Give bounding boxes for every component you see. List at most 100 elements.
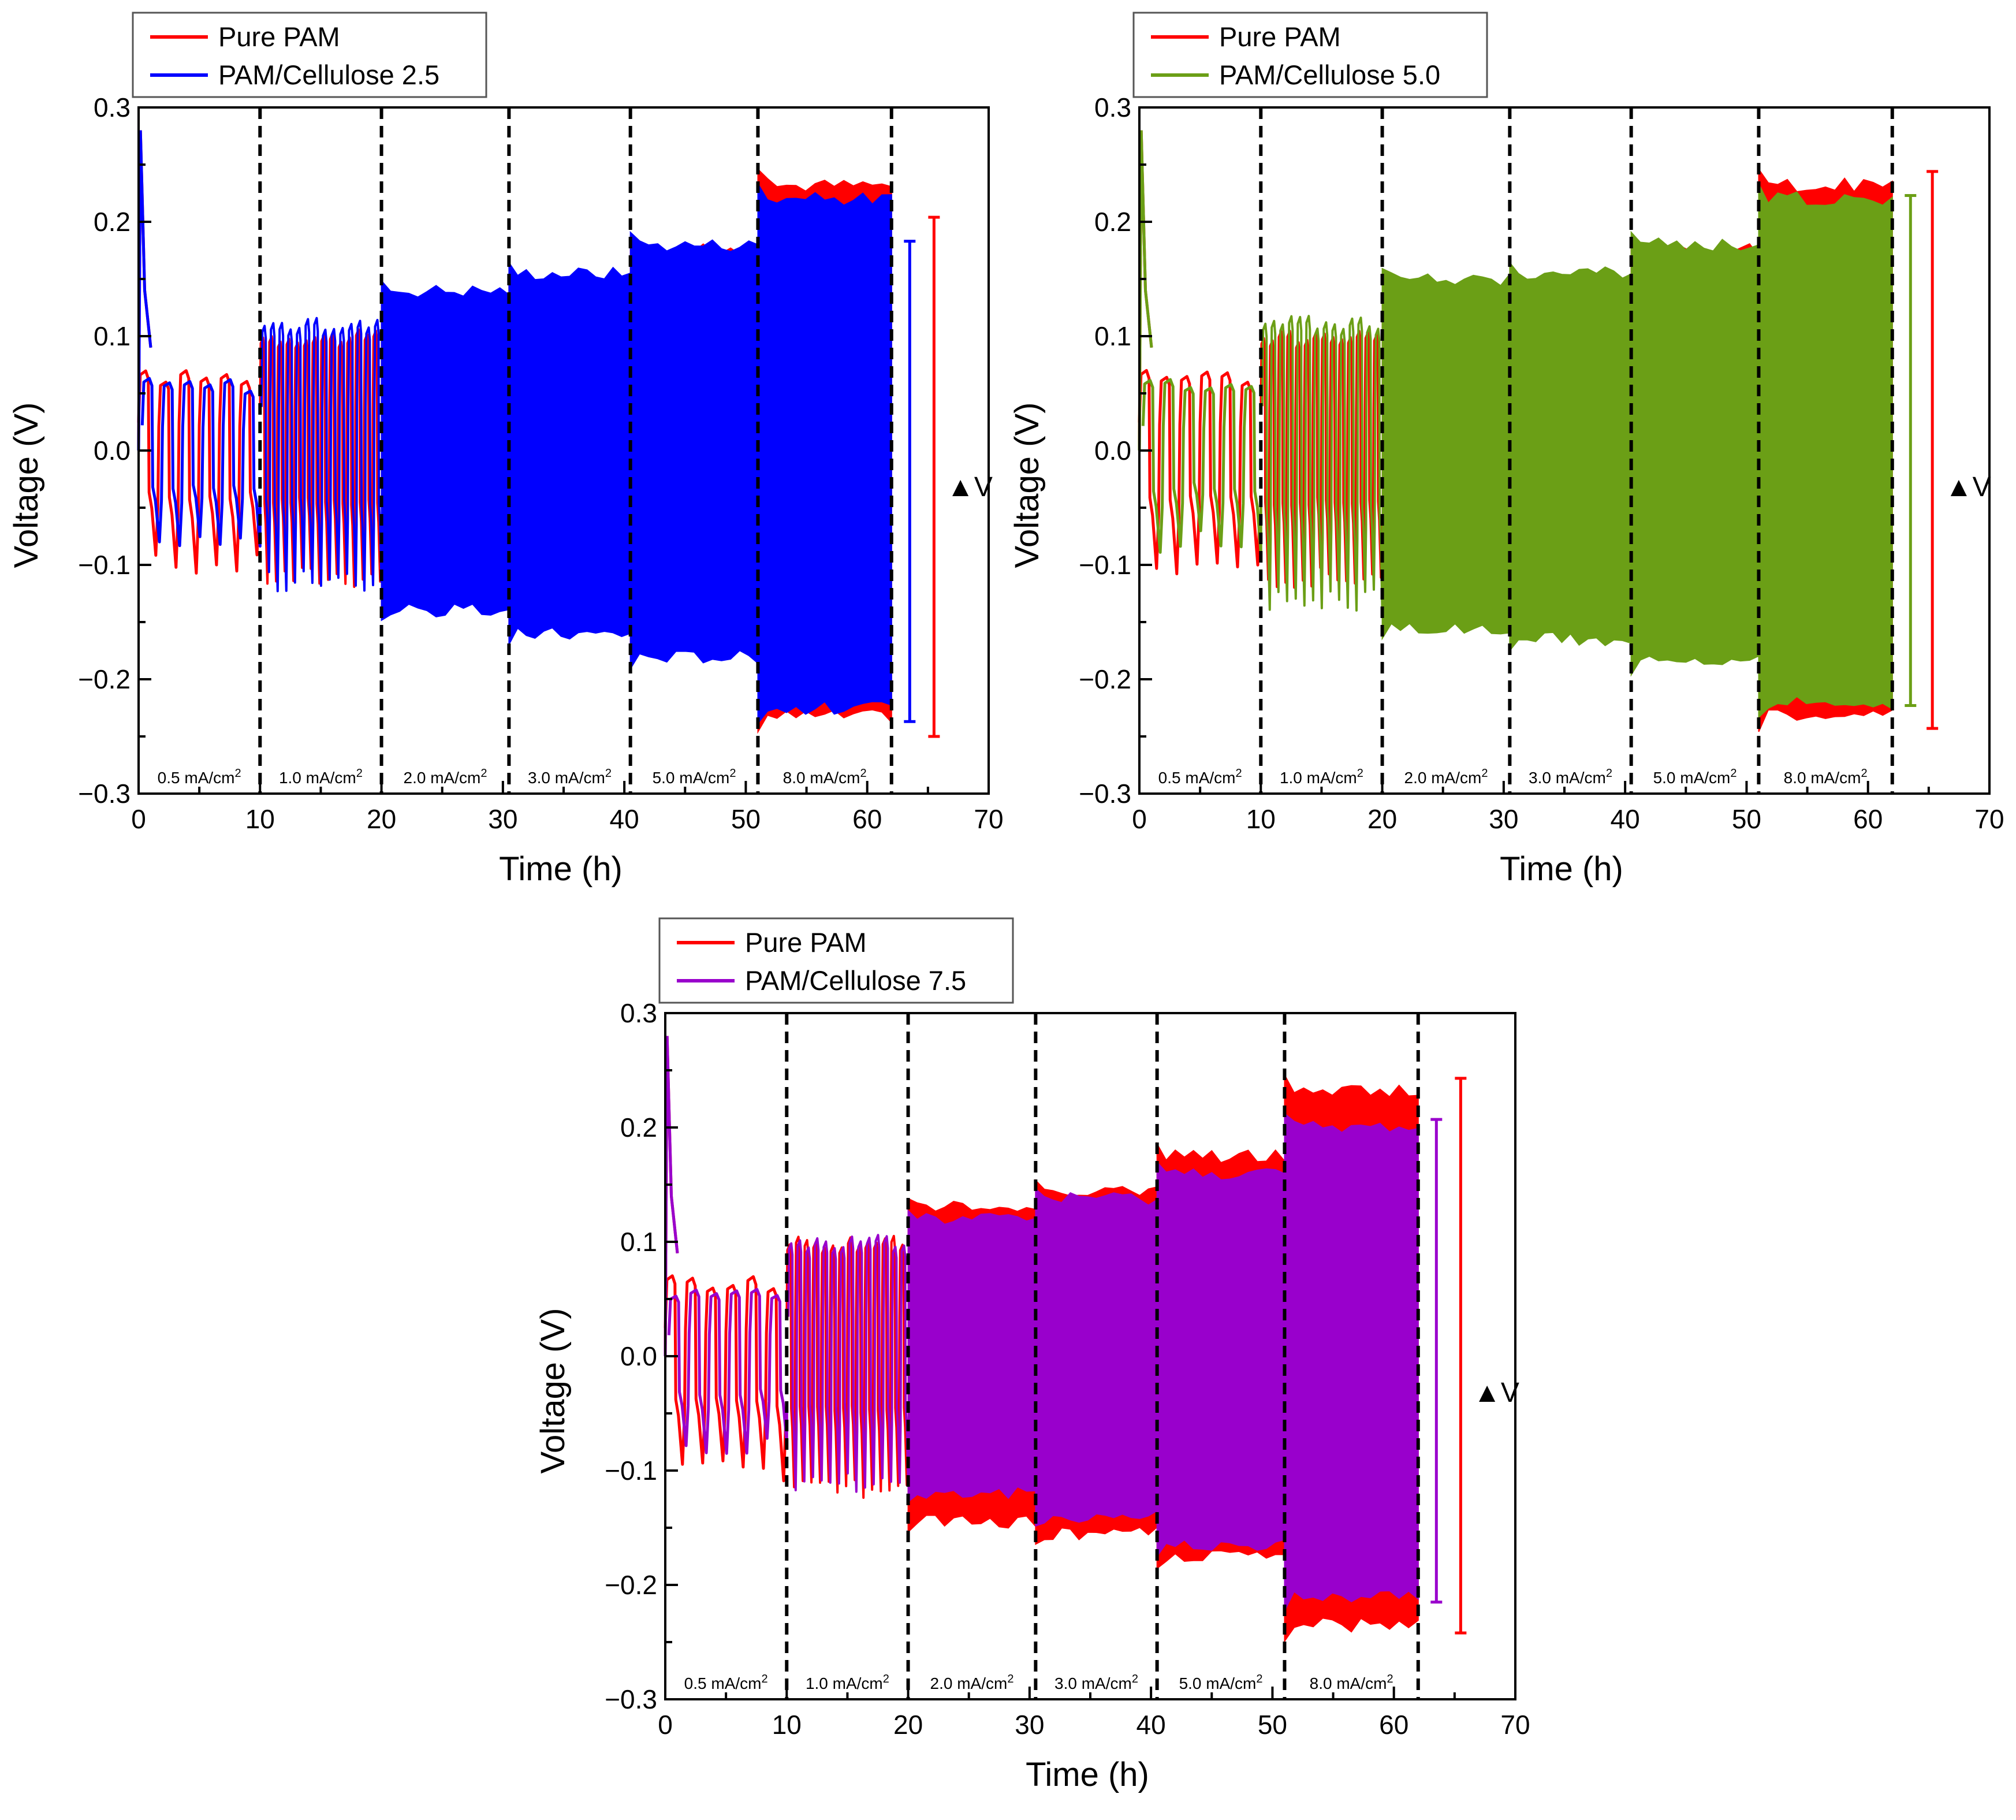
x-tick-label: 40 xyxy=(1611,804,1640,834)
current-density-label: 2.0 mA/cm2 xyxy=(1404,767,1488,787)
series-trace xyxy=(1138,369,1261,575)
x-tick-label: 10 xyxy=(245,804,275,834)
series-trace xyxy=(667,1287,788,1455)
current-density-label: 0.5 mA/cm2 xyxy=(1158,767,1242,787)
current-density-label: 3.0 mA/cm2 xyxy=(1054,1673,1138,1692)
legend-label: Pure PAM xyxy=(745,927,867,958)
current-density-label: 5.0 mA/cm2 xyxy=(1653,767,1737,787)
x-tick-label: 50 xyxy=(731,804,761,834)
legend: Pure PAM PAM/Cellulose 5.0 xyxy=(1132,12,1488,98)
series-trace xyxy=(785,1234,909,1499)
current-density-label: 8.0 mA/cm2 xyxy=(1310,1673,1393,1692)
x-tick-label: 60 xyxy=(1853,804,1883,834)
y-tick-label: −0.2 xyxy=(1079,664,1131,694)
x-tick-label: 50 xyxy=(1732,804,1761,834)
series-band xyxy=(381,279,510,621)
y-tick-label: 0.0 xyxy=(94,436,131,466)
series-band xyxy=(1758,183,1893,719)
y-tick-label: 0.1 xyxy=(620,1227,657,1257)
x-tick-label: 0 xyxy=(658,1710,673,1740)
y-tick-label: 0.2 xyxy=(94,207,131,237)
current-density-label: 3.0 mA/cm2 xyxy=(528,767,612,787)
series-trace xyxy=(140,377,262,548)
y-tick-label: 0.3 xyxy=(620,998,657,1028)
current-density-label: 0.5 mA/cm2 xyxy=(158,767,241,787)
series-pam-cellulose-5-0 xyxy=(1138,130,1893,719)
series-band xyxy=(629,230,759,671)
current-density-label: 2.0 mA/cm2 xyxy=(930,1673,1014,1692)
legend-label: PAM/Cellulose 5.0 xyxy=(1219,59,1440,90)
y-tick-label: −0.3 xyxy=(1079,779,1131,809)
x-tick-label: 20 xyxy=(893,1710,923,1740)
chart-panel: 0.5 mA/cm2 1.0 mA/cm2 2.0 mA/cm2 3.0 mA/cm2… xyxy=(534,917,1530,1793)
chart-panel: 0.5 mA/cm2 1.0 mA/cm2 2.0 mA/cm2 3.0 mA/cm2… xyxy=(1008,12,2004,888)
series-band xyxy=(1284,1112,1419,1611)
legend: Pure PAM PAM/Cellulose 2.5 xyxy=(132,12,487,98)
y-tick-label: 0.3 xyxy=(1094,92,1131,122)
x-tick-label: 0 xyxy=(1132,804,1147,834)
y-tick-label: 0.2 xyxy=(1094,207,1131,237)
current-density-label: 8.0 mA/cm2 xyxy=(1784,767,1868,787)
y-axis-title: Voltage (V) xyxy=(534,1308,572,1474)
current-density-label: 1.0 mA/cm2 xyxy=(806,1673,889,1692)
current-density-label: 3.0 mA/cm2 xyxy=(1529,767,1612,787)
series-trace xyxy=(787,1234,910,1493)
series-band xyxy=(1035,1188,1158,1527)
series-trace xyxy=(259,328,382,588)
legend-label: PAM/Cellulose 2.5 xyxy=(218,59,439,90)
y-tick-label: −0.1 xyxy=(605,1456,657,1486)
series-pam-cellulose-2-5 xyxy=(137,130,892,725)
y-tick-label: −0.3 xyxy=(605,1684,657,1714)
x-tick-label: 30 xyxy=(1489,804,1518,834)
current-density-label: 5.0 mA/cm2 xyxy=(653,767,736,787)
x-tick-label: 40 xyxy=(1136,1710,1166,1740)
series-band xyxy=(1509,260,1632,653)
delta-v-label: ▲V xyxy=(1473,1378,1519,1408)
x-tick-label: 20 xyxy=(367,804,396,834)
y-tick-label: −0.3 xyxy=(78,779,131,809)
x-tick-label: 70 xyxy=(974,804,1003,834)
series-pam-cellulose-7-5 xyxy=(664,1036,1419,1611)
series-band xyxy=(508,260,631,645)
x-axis-title: Time (h) xyxy=(499,850,623,888)
x-tick-label: 10 xyxy=(1246,804,1276,834)
series-trace xyxy=(1261,315,1384,612)
x-tick-label: 40 xyxy=(610,804,639,834)
series-band xyxy=(1381,267,1511,641)
series-trace xyxy=(1259,329,1383,589)
series-band xyxy=(1630,230,1760,677)
current-density-label: 2.0 mA/cm2 xyxy=(404,767,487,787)
series-trace xyxy=(664,1274,787,1483)
y-tick-label: 0.1 xyxy=(94,321,131,351)
legend-box xyxy=(1132,12,1488,98)
x-tick-label: 20 xyxy=(1367,804,1397,834)
legend-label: PAM/Cellulose 7.5 xyxy=(745,965,966,996)
y-tick-label: −0.1 xyxy=(78,550,131,580)
y-axis-title: Voltage (V) xyxy=(1008,403,1046,568)
x-tick-label: 30 xyxy=(488,804,517,834)
x-tick-label: 60 xyxy=(1379,1710,1408,1740)
x-tick-label: 0 xyxy=(131,804,146,834)
y-tick-label: 0.3 xyxy=(94,92,131,122)
series-trace xyxy=(260,317,383,593)
x-axis-title: Time (h) xyxy=(1026,1756,1149,1793)
y-tick-label: −0.2 xyxy=(78,664,131,694)
y-tick-label: 0.0 xyxy=(1094,436,1131,466)
y-tick-label: 0.0 xyxy=(620,1341,657,1371)
y-tick-label: 0.2 xyxy=(620,1112,657,1142)
current-density-label: 1.0 mA/cm2 xyxy=(279,767,363,787)
y-axis-title: Voltage (V) xyxy=(8,403,45,568)
x-tick-label: 50 xyxy=(1258,1710,1287,1740)
series-trace xyxy=(137,369,260,575)
chart-panel: 0.5 mA/cm2 1.0 mA/cm2 2.0 mA/cm2 3.0 mA/cm2… xyxy=(8,12,1004,888)
legend: Pure PAM PAM/Cellulose 7.5 xyxy=(658,917,1014,1004)
current-density-label: 1.0 mA/cm2 xyxy=(1280,767,1363,787)
y-tick-label: −0.1 xyxy=(1079,550,1131,580)
legend-label: Pure PAM xyxy=(218,21,340,52)
delta-v-label: ▲V xyxy=(946,472,993,503)
current-density-label: 8.0 mA/cm2 xyxy=(783,767,867,787)
x-tick-label: 70 xyxy=(1500,1710,1530,1740)
current-density-label: 5.0 mA/cm2 xyxy=(1179,1673,1263,1692)
legend-box xyxy=(658,917,1014,1004)
